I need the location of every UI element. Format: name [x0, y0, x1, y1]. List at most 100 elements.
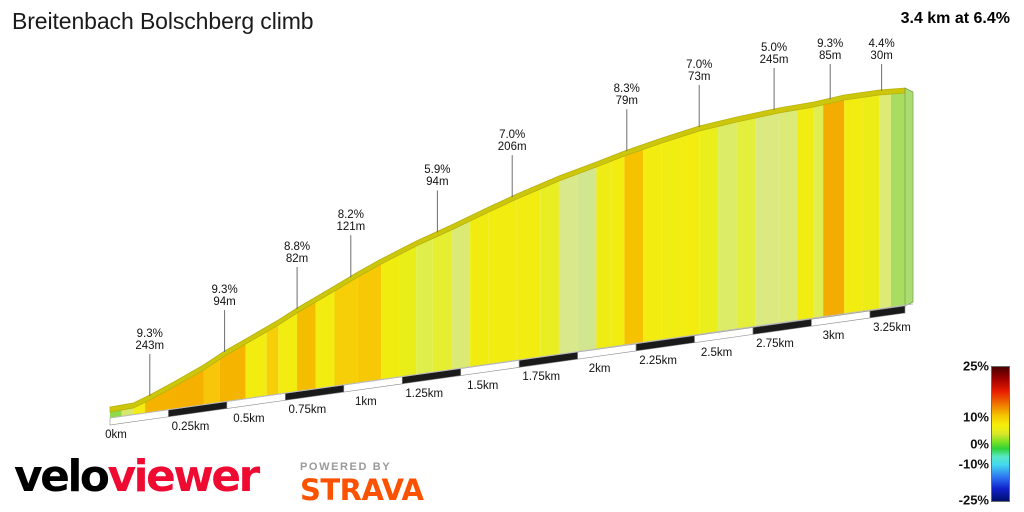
gradient-segment [778, 109, 798, 324]
legend-tick-label: 0% [970, 436, 989, 452]
annotation-gradient: 8.3% [613, 83, 640, 96]
gradient-segment [755, 113, 779, 328]
gradient-segment [558, 174, 578, 355]
gradient-segment [110, 410, 122, 418]
gradient-segment [610, 156, 625, 348]
gradient-segment [680, 131, 700, 338]
distance-tick-label: 0.5km [233, 412, 265, 425]
baseline-shadow [109, 303, 914, 419]
page-title: Breitenbach Bolschberg climb [12, 8, 314, 34]
gradient-legend: 25% 10% 0% -10% -25% [930, 358, 1016, 508]
annotation-length: 94m [213, 296, 236, 308]
gradient-segment [736, 118, 756, 330]
gradient-segment [624, 149, 644, 346]
gradient-segment [451, 221, 471, 370]
road-tick-block [869, 305, 906, 319]
distance-tick-label: 1.75km [522, 371, 561, 384]
gradient-segment [357, 264, 382, 384]
gradient-segment [862, 95, 880, 312]
annotation-length: 243m [135, 340, 165, 352]
annotation-length: 85m [818, 50, 842, 62]
gradient-segment [540, 181, 559, 358]
climb-summary: 3.4 km at 6.4% [900, 10, 1010, 27]
gradient-segment [470, 212, 489, 368]
veloviewer-wordmark: veloviewer [14, 455, 260, 499]
logo-text-viewer: viewer [107, 451, 260, 502]
segment-annotation: 7.0% 73m [686, 59, 712, 83]
annotation-leader-lines [149, 64, 883, 396]
gradient-segment [844, 97, 863, 315]
gradient-segment [717, 122, 737, 333]
distance-tick-label: 3.25km [873, 321, 911, 334]
legend-tick-label: -25% [958, 492, 989, 508]
annotation-gradient: 8.8% [283, 241, 311, 253]
annotation-length: 82m [285, 253, 309, 265]
gradient-segment [488, 199, 517, 365]
logo-text-velo: velo [14, 451, 110, 502]
distance-tick-label: 1.25km [405, 387, 444, 400]
annotation-gradient: 7.0% [499, 129, 526, 142]
segment-annotation: 9.3% 243m [135, 328, 164, 352]
distance-tick-label: 1km [354, 396, 377, 409]
distance-tick-label: 2km [588, 363, 611, 376]
segment-annotation: 7.0% 206m [498, 129, 527, 153]
annotation-gradient: 9.3% [136, 328, 163, 340]
gradient-segment [813, 104, 824, 319]
gradient-segment [278, 313, 298, 395]
gradient-segment [643, 143, 662, 343]
gradient-segment [121, 408, 134, 417]
gradient-segment [890, 93, 905, 308]
segment-annotation: 8.2% 121m [336, 209, 365, 233]
gradient-segment [245, 331, 267, 399]
annotation-length: 121m [336, 221, 366, 234]
annotation-length: 30m [870, 50, 893, 62]
segment-annotation: 5.9% 94m [424, 164, 450, 188]
gradient-segment [879, 94, 891, 310]
legend-tick-label: -10% [958, 456, 989, 472]
gradient-segment [175, 370, 204, 409]
gradient-segment [577, 167, 597, 353]
gradient-segment [661, 137, 681, 341]
annotation-gradient: 5.9% [424, 164, 451, 177]
gradient-segment [334, 277, 358, 387]
distance-tick-label: 2.75km [756, 338, 794, 351]
profile-svg [109, 64, 914, 426]
annotation-gradient: 4.4% [868, 38, 895, 50]
strava-logo[interactable]: STRAVA [300, 473, 424, 507]
segment-annotation: 4.4% 30m [869, 38, 895, 62]
distance-tick-label: 0km [105, 429, 127, 441]
annotation-length: 245m [759, 54, 789, 66]
gradient-segment [219, 344, 246, 403]
gradient-segment [823, 100, 845, 318]
annotation-gradient: 7.0% [686, 59, 713, 71]
gradient-segment [266, 325, 279, 396]
distance-tick-label: 0.75km [288, 404, 327, 417]
annotation-length: 94m [426, 176, 449, 189]
annotation-gradient: 5.0% [760, 42, 788, 54]
gradient-segment [381, 254, 400, 380]
gradient-segment [399, 246, 417, 378]
annotation-length: 79m [615, 95, 638, 108]
segment-annotation: 8.8% 82m [284, 241, 310, 265]
segment-annotation: 9.3% 85m [817, 38, 843, 62]
powered-by-label: POWERED BY [300, 461, 392, 473]
gradient-segment [432, 230, 452, 373]
gradient-segment [315, 291, 335, 390]
annotation-length: 73m [688, 71, 711, 83]
gradient-segment [133, 402, 146, 415]
gradient-segment [203, 359, 220, 405]
climb-profile-chart [109, 64, 914, 426]
segment-annotation: 9.3% 94m [211, 284, 237, 308]
segment-annotation: 8.3% 79m [614, 83, 640, 107]
distance-tick-label: 3km [822, 330, 845, 343]
gradient-segment [145, 386, 176, 414]
annotation-gradient: 9.3% [817, 38, 844, 50]
gradient-segment [797, 107, 814, 322]
gradient-segments [110, 93, 905, 418]
legend-tick-label: 10% [962, 409, 989, 425]
gradient-segment [699, 126, 718, 335]
annotation-gradient: 9.3% [211, 284, 238, 296]
segment-annotation: 5.0% 245m [760, 42, 789, 66]
legend-tick-label: 25% [962, 358, 989, 374]
gradient-segment [297, 302, 316, 392]
